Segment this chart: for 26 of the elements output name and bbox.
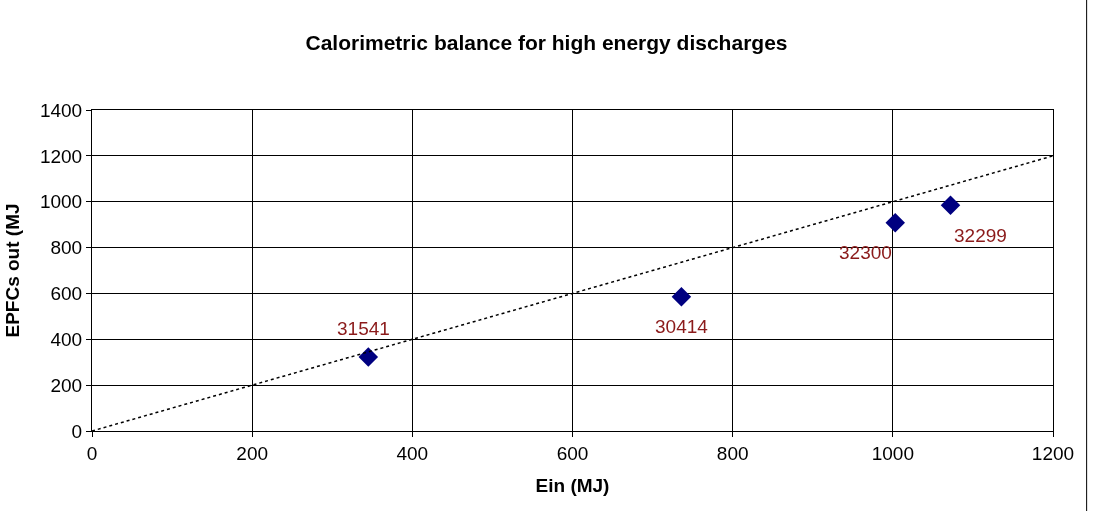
y-tick-label: 1200 [39,145,83,167]
x-axis-title: Ein (MJ) [535,474,610,496]
x-tick-label: 1200 [1031,442,1075,464]
annotation: 32299 [954,225,1007,246]
annotation: 31541 [337,318,390,339]
x-tick-label: 1000 [871,442,914,464]
x-tick-label: 800 [716,442,749,464]
y-tick-label: 200 [50,374,83,396]
y-tick-label: 0 [71,420,83,442]
x-tick-label: 400 [396,442,429,464]
y-axis-title: EPFCs out (MJ [1,203,23,338]
annotation: 30414 [655,316,709,337]
x-tick-label: 0 [86,442,98,464]
annotation: 32300 [839,242,892,263]
point [358,347,379,367]
chart-title: Calorimetric balance for high energy discharges [305,31,788,55]
x-tick-label: 200 [236,442,269,464]
y-tick-label: 400 [50,328,83,350]
x-tick-label: 600 [556,442,589,464]
y-tick-label: 600 [50,283,83,305]
y-tick-label: 1400 [39,99,83,121]
point [671,287,692,307]
y-tick-label: 800 [50,237,83,259]
y-tick-label: 1000 [39,191,83,213]
point [940,195,961,215]
point [885,213,905,233]
